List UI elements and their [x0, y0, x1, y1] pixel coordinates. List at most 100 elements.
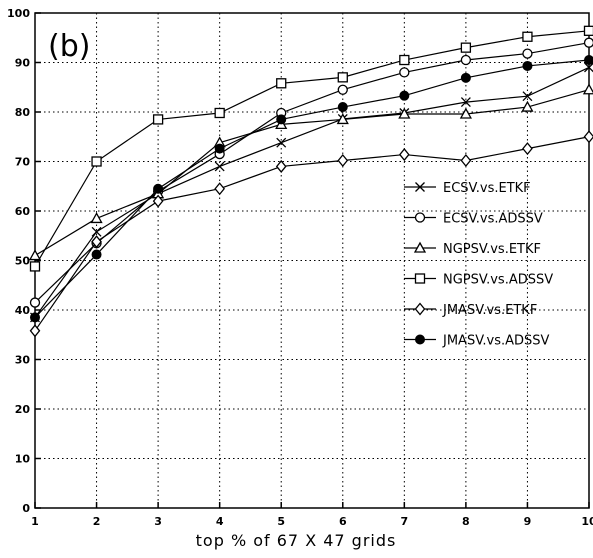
data-point — [522, 31, 533, 42]
x-tick-label: 8 — [462, 515, 470, 528]
legend: ECSV.vs.ETKF ECSV.vs.ADSSV NGPSV.vs.ETKF NG… — [404, 181, 553, 349]
data-point — [413, 241, 427, 253]
legend-label: ECSV.vs.ADSSV — [443, 212, 543, 227]
data-point — [415, 334, 425, 345]
data-point — [584, 62, 593, 73]
data-point — [582, 83, 593, 95]
legend-entry: JMASV.vs.ETKF — [404, 302, 537, 318]
data-point — [276, 137, 287, 148]
legend-entry: NGPSV.vs.ETKF — [404, 241, 541, 257]
data-point — [460, 97, 471, 108]
x-tick-label: 5 — [277, 515, 285, 528]
data-point — [276, 78, 287, 89]
y-tick-label: 20 — [15, 403, 31, 416]
grid-lines — [35, 13, 589, 508]
data-point — [214, 182, 226, 196]
series-line — [34, 59, 590, 318]
data-point — [214, 107, 225, 119]
legend-entry: NGPSV.vs.ADSSV — [404, 273, 553, 288]
y-tick-label: 40 — [15, 304, 31, 317]
y-tick-label: 0 — [22, 502, 30, 515]
legend-label: NGPSV.vs.ADSSV — [443, 273, 553, 288]
data-point — [522, 91, 533, 102]
data-point — [152, 194, 164, 208]
data-point — [414, 212, 426, 223]
data-point — [584, 55, 593, 66]
data-point — [460, 54, 472, 66]
legend-label: JMASV.vs.ADSSV — [442, 334, 550, 349]
series-line — [34, 42, 590, 304]
data-point — [399, 54, 410, 66]
series-ngpsv-vs-adssv — [29, 25, 593, 272]
data-point — [522, 142, 533, 156]
x-tick-label: 10 — [581, 515, 593, 528]
y-tick-label: 60 — [15, 205, 31, 218]
data-point — [583, 37, 593, 48]
data-point — [337, 102, 348, 113]
data-point — [91, 156, 102, 167]
data-point — [28, 249, 42, 261]
x-axis-label: top % of 67 X 47 grids — [196, 531, 397, 550]
data-point — [460, 42, 472, 53]
data-point — [214, 161, 225, 172]
data-point — [337, 84, 348, 95]
panel-label: (b) — [48, 29, 90, 64]
data-point — [29, 324, 41, 338]
data-point — [91, 235, 102, 249]
data-point — [398, 107, 411, 119]
y-tick-label: 80 — [15, 106, 31, 119]
data-point — [522, 60, 533, 71]
series-ecsv-vs-adssv — [29, 37, 593, 308]
data-series — [28, 25, 593, 338]
data-point — [91, 226, 102, 237]
series-jmasv-vs-adssv — [30, 55, 593, 323]
data-point — [399, 67, 410, 78]
data-point — [276, 114, 287, 125]
x-tick-label: 9 — [524, 515, 532, 528]
y-tick-label: 70 — [15, 156, 31, 169]
data-point — [399, 90, 410, 101]
data-point — [214, 143, 225, 154]
legend-label: ECSV.vs.ETKF — [443, 181, 531, 196]
x-tick-label: 3 — [154, 515, 162, 528]
data-point — [29, 297, 41, 308]
data-point — [521, 100, 534, 112]
x-tick-label: 2 — [93, 515, 101, 528]
series-line — [34, 30, 590, 267]
data-point — [583, 25, 593, 36]
series-line — [34, 136, 590, 332]
series-ngpsv-vs-etkf — [28, 83, 593, 261]
data-point — [275, 159, 287, 173]
data-point — [336, 113, 349, 125]
data-point — [30, 312, 40, 323]
data-point — [414, 302, 426, 316]
data-point — [398, 148, 410, 162]
data-point — [583, 130, 593, 144]
data-point — [91, 249, 102, 260]
x-tick-label: 4 — [216, 515, 224, 528]
data-point — [152, 114, 164, 125]
legend-entry: ECSV.vs.ETKF — [404, 181, 531, 196]
y-tick-label: 90 — [15, 57, 31, 70]
data-point — [415, 182, 425, 192]
y-tick-label: 50 — [15, 255, 31, 268]
x-tick-label: 6 — [339, 515, 347, 528]
y-tick-label: 10 — [15, 453, 31, 466]
data-point — [29, 261, 41, 272]
data-point — [337, 153, 349, 168]
plot-area-frame — [34, 12, 590, 509]
series-line — [34, 89, 590, 257]
data-point — [522, 48, 533, 59]
x-tick-label: 1 — [31, 515, 39, 528]
data-point — [460, 153, 472, 168]
data-point — [414, 273, 426, 284]
data-point — [337, 72, 348, 83]
x-tick-label: 7 — [401, 515, 409, 528]
data-point — [460, 72, 471, 83]
legend-entry: JMASV.vs.ADSSV — [404, 334, 550, 349]
legend-label: NGPSV.vs.ETKF — [443, 242, 541, 257]
series-jmasv-vs-etkf — [29, 130, 593, 338]
y-tick-label: 30 — [15, 354, 31, 367]
y-tick-label: 100 — [7, 7, 30, 20]
